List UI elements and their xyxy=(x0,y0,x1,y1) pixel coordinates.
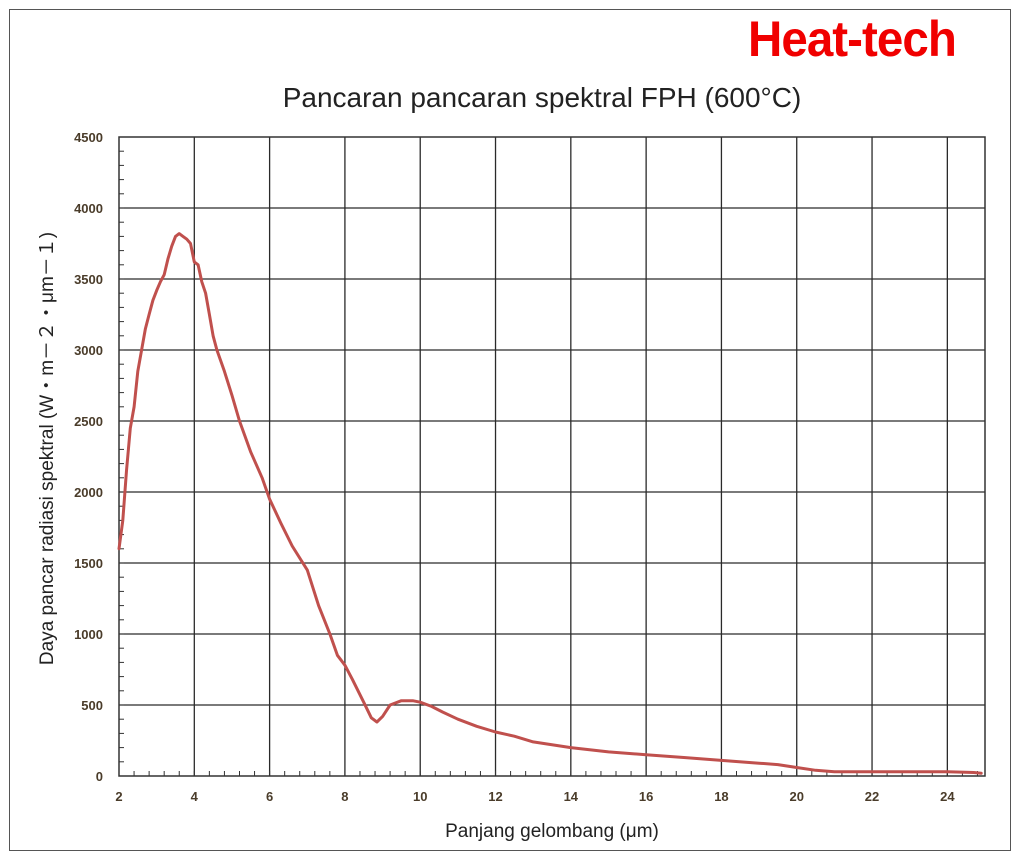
y-tick-label: 3000 xyxy=(74,343,103,358)
x-tick-label: 24 xyxy=(940,789,955,804)
x-tick-label: 6 xyxy=(266,789,273,804)
minor-ticks xyxy=(118,136,978,777)
x-tick-label: 16 xyxy=(639,789,653,804)
y-tick-label: 2000 xyxy=(74,485,103,500)
data-series-line xyxy=(117,232,983,775)
y-axis-ticks: 0 500 1000 1500 2000 2500 3000 3500 4000 4500 xyxy=(74,130,103,784)
y-tick-label: 3500 xyxy=(74,272,103,287)
x-tick-label: 18 xyxy=(714,789,728,804)
y-tick-label: 1500 xyxy=(74,556,103,571)
x-tick-label: 10 xyxy=(413,789,427,804)
plot-area xyxy=(118,136,986,777)
x-tick-label: 12 xyxy=(488,789,502,804)
x-tick-label: 20 xyxy=(790,789,804,804)
x-tick-label: 8 xyxy=(341,789,348,804)
grid-lines xyxy=(119,137,985,776)
chart-frame xyxy=(9,9,1011,851)
x-tick-label: 4 xyxy=(191,789,199,804)
y-axis-label: Daya pancar radiasi spektral (W・m－２・μm－１… xyxy=(37,232,58,665)
y-tick-label: 4500 xyxy=(74,130,103,145)
x-tick-label: 14 xyxy=(564,789,579,804)
y-tick-label: 0 xyxy=(96,769,103,784)
x-tick-label: 2 xyxy=(115,789,122,804)
y-tick-label: 4000 xyxy=(74,201,103,216)
chart-title: Pancaran pancaran spektral FPH (600°C) xyxy=(282,82,802,113)
y-tick-label: 500 xyxy=(81,698,103,713)
brand-logo: Heat-tech xyxy=(748,11,957,67)
x-axis-label: Panjang gelombang (μm) xyxy=(445,821,659,842)
y-tick-label: 1000 xyxy=(74,627,103,642)
x-axis-ticks: 2 4 6 8 10 12 14 16 18 20 22 24 xyxy=(115,789,955,804)
y-tick-label: 2500 xyxy=(74,414,103,429)
x-tick-label: 22 xyxy=(865,789,879,804)
